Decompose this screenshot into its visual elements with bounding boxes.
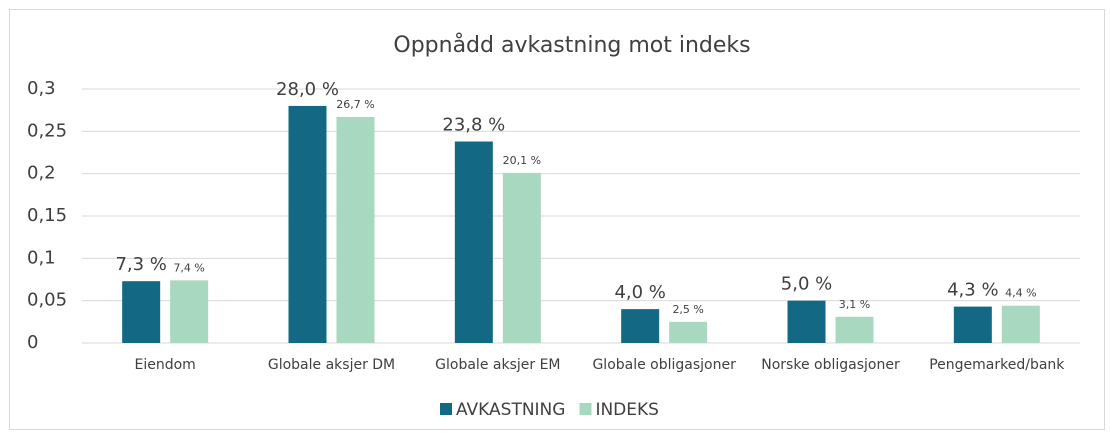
x-tick-label: Norske obligasjoner (761, 357, 900, 373)
data-label: 3,1 % (839, 298, 870, 311)
x-tick-label: Globale aksjer EM (435, 357, 560, 373)
data-label: 2,5 % (672, 303, 703, 316)
bar (1001, 305, 1040, 343)
bar (122, 281, 161, 343)
y-tick-label: 0,05 (27, 290, 67, 311)
data-label: 4,3 % (947, 280, 998, 301)
data-label: 20,1 % (503, 154, 541, 167)
legend-swatch (579, 403, 592, 415)
data-label: 5,0 % (781, 274, 832, 295)
data-label: 4,0 % (614, 282, 665, 303)
bar (170, 280, 209, 343)
data-label: 4,4 % (1005, 287, 1036, 300)
bar (288, 105, 327, 343)
y-tick-label: 0,3 (27, 78, 56, 99)
y-tick-label: 0,1 (27, 247, 56, 268)
data-label: 26,7 % (336, 98, 374, 111)
y-tick-label: 0,2 (27, 163, 56, 184)
bar (953, 306, 992, 343)
bar (835, 316, 874, 343)
x-tick-label: Pengemarked/bank (929, 357, 1065, 373)
bar (454, 141, 493, 343)
y-tick-label: 0,25 (27, 120, 67, 141)
legend-label: AVKASTNING (456, 400, 565, 420)
bar (787, 300, 826, 343)
y-tick-label: 0,15 (27, 205, 67, 226)
legend-swatch (440, 403, 452, 415)
bar (669, 321, 708, 343)
data-label: 7,3 % (115, 254, 166, 275)
x-tick-label: Globale obligasjoner (592, 357, 736, 373)
y-tick-label: 0 (27, 332, 38, 353)
bar (336, 116, 375, 343)
x-tick-label: Globale aksjer DM (268, 357, 395, 373)
bar (502, 172, 541, 343)
chart-border (9, 9, 1105, 430)
bar (621, 309, 660, 343)
data-label: 28,0 % (276, 79, 339, 100)
x-tick-label: Eiendom (135, 357, 196, 373)
data-label: 7,4 % (173, 261, 204, 274)
data-label: 23,8 % (442, 114, 505, 135)
legend-label: INDEKS (595, 400, 659, 420)
chart-title: Oppnådd avkastning mot indeks (393, 32, 750, 58)
